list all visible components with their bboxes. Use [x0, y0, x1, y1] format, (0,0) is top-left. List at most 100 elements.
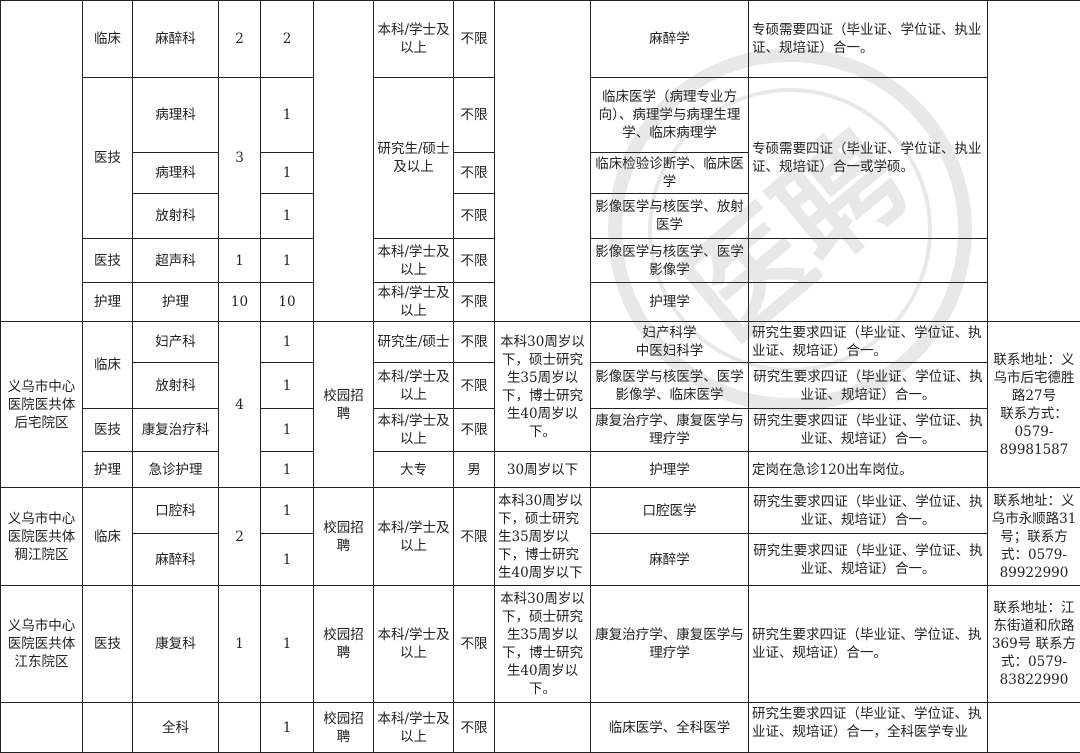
category-cell: 临床	[83, 322, 133, 409]
method-cell: 校园招聘	[314, 488, 374, 586]
dept-cell: 妇产科	[133, 322, 219, 363]
note-cell: 研究生要求四证（毕业证、学位证、执业证、规培证）合一。	[749, 488, 988, 534]
major-cell: 康复治疗学、康复医学与理疗学	[591, 586, 749, 703]
count-cell: 1	[261, 153, 314, 194]
contact-cell	[988, 703, 1080, 753]
education-cell: 本科/学士及以上	[374, 1, 454, 78]
note-cell: 研究生要求四证（毕业证、学位证、执业证、规培证）合一。	[749, 409, 988, 452]
age-cell	[495, 703, 591, 753]
count-cell: 10	[261, 283, 314, 322]
gender-cell: 不限	[454, 322, 495, 363]
method-cell: 校园招聘	[314, 586, 374, 703]
age-cell: 本科30周岁以下，硕士研究生35周岁以下，博士研究生40周岁以下。	[495, 322, 591, 452]
contact-cell	[988, 1, 1080, 322]
major-cell: 康复治疗学、康复医学与理疗学	[591, 409, 749, 452]
category-cell	[83, 703, 133, 753]
plan-cell: 2	[219, 488, 261, 586]
plan-cell: 1	[219, 239, 261, 283]
method-cell: 校园招聘	[314, 322, 374, 488]
gender-cell: 男	[454, 452, 495, 488]
major-cell: 护理学	[591, 452, 749, 488]
gender-cell: 不限	[454, 586, 495, 703]
dept-cell: 麻醉科	[133, 534, 219, 586]
count-cell: 1	[261, 409, 314, 452]
table-row: 义乌市中心医院医共体稠江院区 临床 口腔科 2 1 校园招聘 本科/学士及以上 …	[1, 488, 1080, 534]
education-cell: 研究生/硕士	[374, 322, 454, 363]
count-cell: 2	[261, 1, 314, 78]
education-cell: 本科/学士及以上	[374, 488, 454, 586]
contact-cell: 联系地址：义乌市永顺路31号；联系方式：0579-89922990	[988, 488, 1080, 586]
dept-cell: 病理科	[133, 78, 219, 153]
plan-cell: 3	[219, 78, 261, 239]
contact-cell: 联系地址：江东街道和欣路369号 联系方式：0579-83822990	[988, 586, 1080, 703]
category-cell: 护理	[83, 452, 133, 488]
table-row: 护理 急诊护理 1 大专 男 30周岁以下 护理学 定岗在急诊120出车岗位。	[1, 452, 1080, 488]
major-cell: 妇产科学 中医妇科学	[591, 322, 749, 363]
dept-cell: 麻醉科	[133, 1, 219, 78]
unit-cell: 义乌市中心医院医共体后宅院区	[1, 322, 83, 488]
count-cell: 1	[261, 586, 314, 703]
education-cell: 本科/学士及以上	[374, 586, 454, 703]
education-cell: 本科/学士及以上	[374, 409, 454, 452]
gender-cell: 不限	[454, 409, 495, 452]
count-cell: 1	[261, 488, 314, 534]
note-cell: 研究生要求四证（毕业证、学位证、执业证、规培证）合一。	[749, 534, 988, 586]
method-cell: 校园招聘	[314, 703, 374, 753]
education-cell: 大专	[374, 452, 454, 488]
count-cell: 1	[261, 239, 314, 283]
major-cell: 临床检验诊断学、临床医学	[591, 153, 749, 194]
category-cell: 医技	[83, 409, 133, 452]
category-cell: 护理	[83, 283, 133, 322]
note-cell: 研究生要求四证（毕业证、学位证、执业证、规培证）合一。	[749, 363, 988, 409]
gender-cell: 不限	[454, 194, 495, 239]
count-cell: 1	[261, 703, 314, 753]
unit-cell	[1, 703, 83, 753]
count-cell: 1	[261, 363, 314, 409]
dept-cell: 急诊护理	[133, 452, 219, 488]
major-cell: 口腔医学	[591, 488, 749, 534]
note-cell: 专硕需要四证（毕业证、学位证、执业证、规培证）合一或学硕。	[749, 78, 988, 239]
unit-cell	[1, 1, 83, 322]
major-cell: 临床医学、全科医学	[591, 703, 749, 753]
note-cell: 研究生要求四证（毕业证、学位证、执业证、规培证）合一。	[749, 586, 988, 703]
dept-cell: 康复科	[133, 586, 219, 703]
count-cell: 1	[261, 534, 314, 586]
dept-cell: 护理	[133, 283, 219, 322]
dept-cell: 康复治疗科	[133, 409, 219, 452]
category-cell: 临床	[83, 1, 133, 78]
plan-cell: 1	[219, 586, 261, 703]
dept-cell: 口腔科	[133, 488, 219, 534]
method-cell	[314, 1, 374, 322]
education-cell: 研究生/硕士及以上	[374, 78, 454, 239]
count-cell: 1	[261, 452, 314, 488]
gender-cell: 不限	[454, 363, 495, 409]
category-cell: 医技	[83, 78, 133, 239]
gender-cell: 不限	[454, 488, 495, 586]
gender-cell: 不限	[454, 703, 495, 753]
major-cell: 麻醉学	[591, 534, 749, 586]
major-cell: 临床医学（病理专业方向）、病理学与病理生理学、临床病理学	[591, 78, 749, 153]
major-cell: 麻醉学	[591, 1, 749, 78]
education-cell: 本科/学士及以上	[374, 363, 454, 409]
major-cell: 影像医学与核医学、医学影像学、临床医学	[591, 363, 749, 409]
unit-cell: 义乌市中心医院医共体稠江院区	[1, 488, 83, 586]
note-cell: 专硕需要四证（毕业证、学位证、执业证、规培证）合一。	[749, 1, 988, 78]
major-cell: 护理学	[591, 283, 749, 322]
count-cell: 1	[261, 322, 314, 363]
note-cell: 定岗在急诊120出车岗位。	[749, 452, 988, 488]
note-cell	[749, 283, 988, 322]
dept-cell: 病理科	[133, 153, 219, 194]
education-cell: 本科/学士及以上	[374, 283, 454, 322]
age-cell: 本科30周岁以下，硕士研究生35周岁以下，博士研究生40周岁以下。	[495, 586, 591, 703]
table-row: 义乌市中心医院医共体江东院区 医技 康复科 1 1 校园招聘 本科/学士及以上 …	[1, 586, 1080, 703]
gender-cell: 不限	[454, 239, 495, 283]
age-cell	[495, 1, 591, 322]
contact-cell: 联系地址：义乌市后宅德胜路27号 联系方式：0579-89981587	[988, 322, 1080, 488]
dept-cell: 放射科	[133, 194, 219, 239]
gender-cell: 不限	[454, 153, 495, 194]
gender-cell: 不限	[454, 283, 495, 322]
age-cell: 本科30周岁以下，硕士研究生35周岁以下，博士研究生40周岁以下	[495, 488, 591, 586]
note-cell: 研究生要求四证（毕业证、学位证、执业证、规培证）合一，全科医学专业	[749, 703, 988, 753]
plan-cell: 2	[219, 1, 261, 78]
